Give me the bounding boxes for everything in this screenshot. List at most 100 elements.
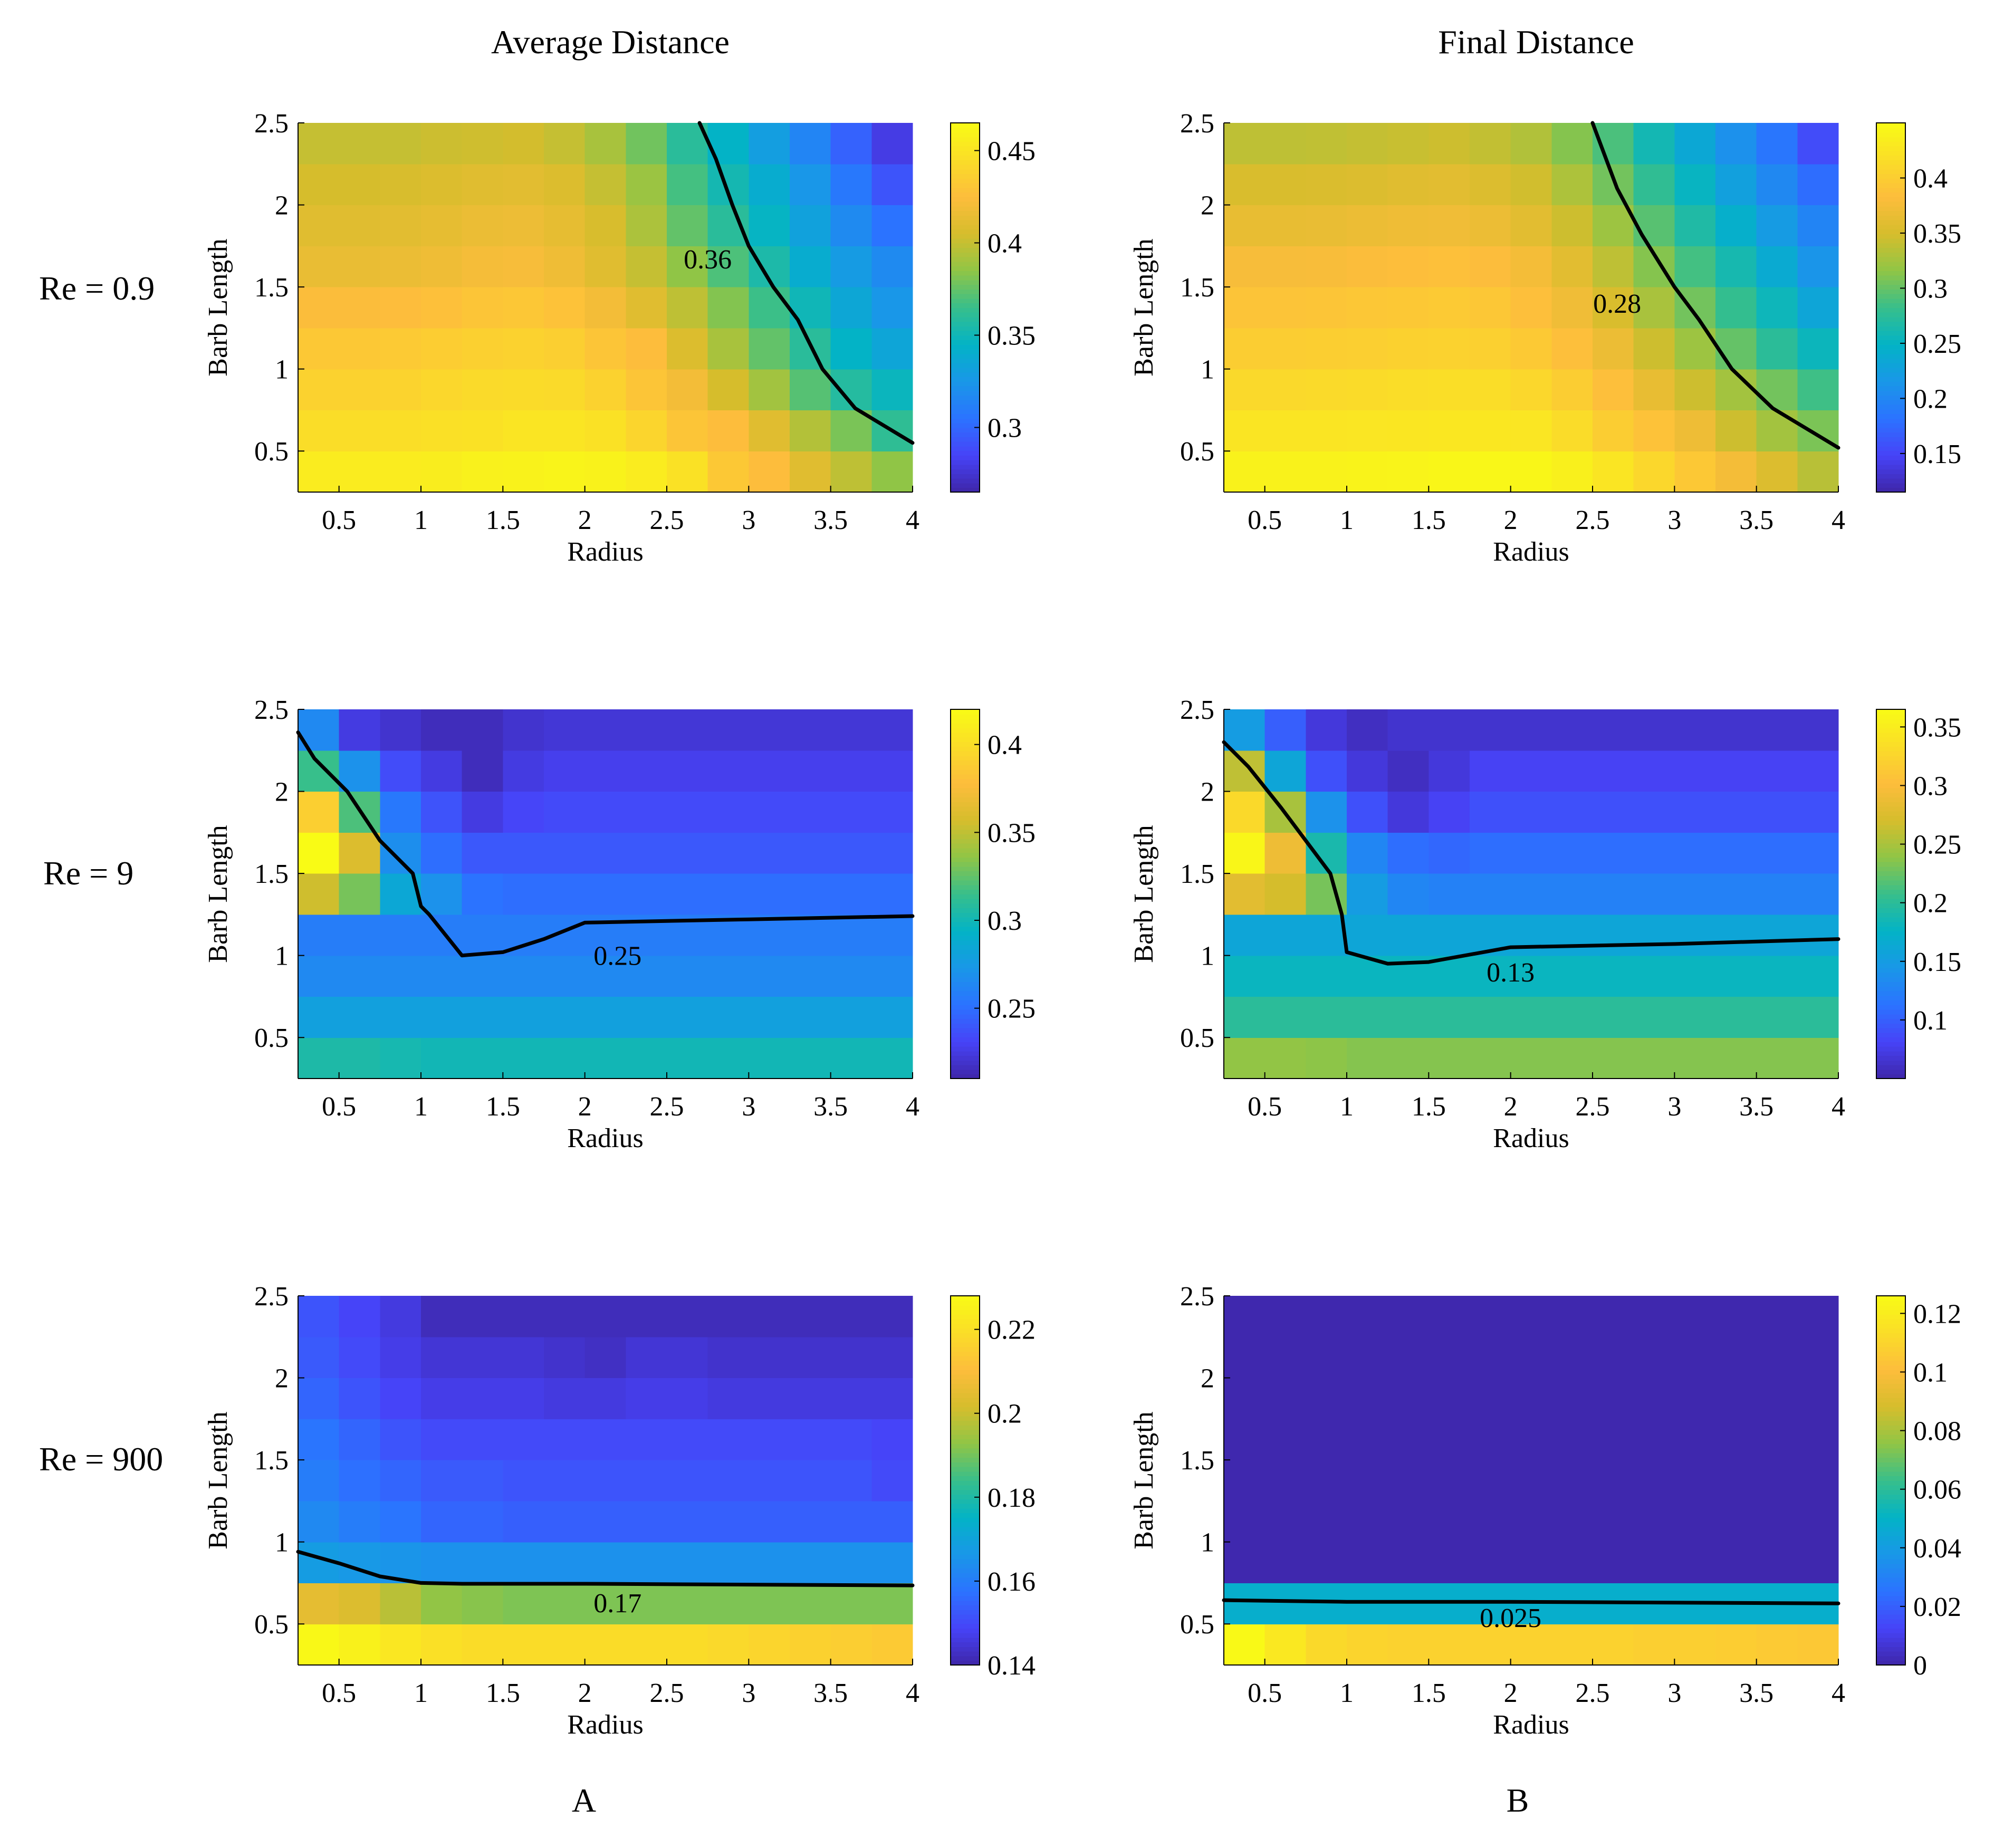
y-tick-label: 1 [275,1528,289,1558]
heatmap-cell [503,328,544,370]
heatmap-cell [871,1336,913,1379]
heatmap-cell [1674,369,1716,411]
y-tick-label: 0.5 [1180,1023,1214,1053]
heatmap-cell [462,123,503,165]
heatmap-cell [790,123,831,165]
colorbar-segment [951,1632,980,1638]
colorbar-tick-label: 0.35 [988,321,1036,351]
heatmap-cell [1224,914,1266,956]
colorbar-segment [951,1370,980,1375]
heatmap-cell [1264,1583,1306,1624]
heatmap-cell [1306,287,1347,329]
colorbar-segment [1876,437,1905,442]
heatmap-cell [830,205,872,246]
heatmap-cell [584,1583,626,1624]
y-tick-label: 1.5 [254,859,289,889]
heatmap-cell [871,328,913,370]
heatmap-cell [544,1336,586,1379]
heatmap-cell [462,1419,503,1460]
heatmap-cell [707,205,749,246]
heatmap-cell [584,328,626,370]
heatmap-cell [1510,1542,1552,1584]
heatmap-cell [1510,709,1552,751]
colorbar-segment [1876,381,1905,387]
heatmap-cell [1224,287,1266,329]
colorbar-segment [951,1656,980,1661]
heatmap-cell [1593,246,1634,287]
heatmap-cell [1510,1419,1552,1460]
heatmap-cell [421,1419,463,1460]
heatmap-cell [462,369,503,411]
heatmap-cell [626,163,667,206]
heatmap-cell [1551,328,1593,370]
colorbar-segment [951,1360,980,1366]
heatmap-cell [1429,163,1470,206]
colorbar-segment [1876,912,1905,918]
colorbar-segment [1876,760,1905,765]
heatmap-cell [1306,955,1347,997]
colorbar-segment [1876,432,1905,437]
colorbar-segment [1876,1300,1905,1306]
heatmap-cell [626,791,667,833]
heatmap-cell [830,1500,872,1543]
colorbar-segment [1876,1032,1905,1038]
colorbar-segment [1876,1485,1905,1490]
heatmap-cell [1633,955,1675,997]
heatmap-cell [1593,1419,1634,1460]
heatmap-cell [667,750,708,792]
heatmap-cell [544,996,586,1038]
colorbar-segment [1876,1647,1905,1652]
colorbar-segment [951,1545,980,1551]
heatmap-cell [421,955,463,997]
heatmap-cell [626,1624,667,1666]
colorbar-segment [1876,1586,1905,1592]
contour-line [697,121,915,445]
colorbar-segment [951,335,980,341]
colorbar-segment [951,234,980,239]
heatmap-cell [584,1419,626,1460]
heatmap-cell [503,410,544,451]
colorbar-segment [1876,945,1905,950]
heatmap-cell [1387,791,1429,833]
colorbar-segment [951,178,980,184]
colorbar-segment [1876,487,1905,493]
x-tick-label: 1 [414,1678,428,1708]
heatmap-cell [544,1624,586,1666]
x-axis-label: Radius [567,1710,643,1740]
colorbar-segment [1876,344,1905,350]
colorbar-segment [1876,1342,1905,1348]
heatmap-cell [298,1336,340,1379]
heatmap-cell [1470,1460,1511,1502]
colorbar-segment [1876,792,1905,798]
heatmap-cell [544,1037,586,1079]
heatmap-cell [1510,873,1552,915]
colorbar-frame [1876,122,1906,493]
heatmap-cell [298,832,340,874]
colorbar-segment [951,1526,980,1532]
heatmap-cell [584,750,626,792]
heatmap-cell [1429,1419,1470,1460]
x-tick-label: 3 [742,505,755,535]
heatmap-cell [503,1542,544,1584]
colorbar-segment [1876,422,1905,428]
heatmap-cell [667,328,708,370]
heatmap-cell [1756,328,1798,370]
heatmap-cell [462,1624,503,1666]
colorbar-segment [1876,353,1905,359]
heatmap-cell [380,369,421,411]
colorbar-segment [1876,1623,1905,1629]
colorbar-segment [951,1628,980,1633]
colorbar-segment [951,1568,980,1573]
heatmap-cell [1264,955,1306,997]
heatmap-cell [1551,1542,1593,1584]
y-tick-label: 2.5 [1180,695,1214,725]
heatmap-cell [1264,205,1306,246]
colorbar-segment [951,1614,980,1620]
colorbar-segment [951,1536,980,1541]
colorbar-segment [1876,1558,1905,1564]
colorbar-segment [951,1060,980,1065]
colorbar-segment [951,871,980,876]
heatmap-cell [1715,1296,1757,1337]
colorbar-segment [951,377,980,382]
colorbar-segment [1876,224,1905,230]
